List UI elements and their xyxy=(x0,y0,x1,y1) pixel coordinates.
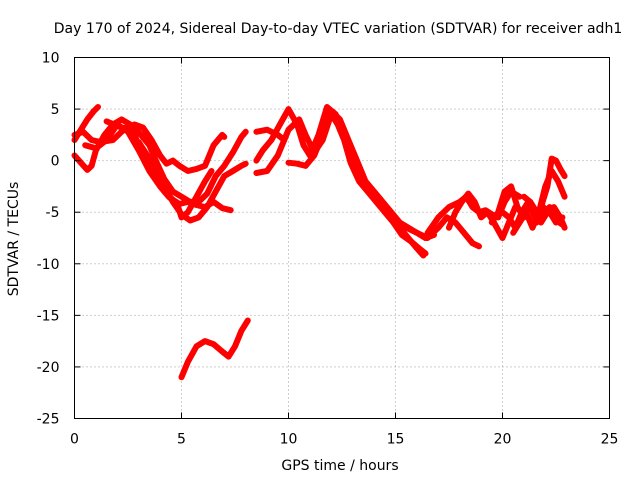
x-tick-label: 25 xyxy=(601,432,619,448)
x-tick-labels: 0 5 10 15 20 25 xyxy=(70,432,618,448)
y-tick-label: 0 xyxy=(51,154,60,170)
series-line-sat-f xyxy=(135,139,249,224)
y-tick-label: -15 xyxy=(37,308,60,324)
series-line-sat-m xyxy=(403,214,482,250)
y-tick-labels: -25 -20 -15 -10 -5 0 5 10 xyxy=(37,51,60,428)
series-line-sat-j xyxy=(285,108,437,241)
series-line-sat-k xyxy=(253,126,288,143)
series-line-sat-n xyxy=(446,190,519,241)
x-axis-label: GPS time / hours xyxy=(281,458,398,474)
plot-frame xyxy=(74,57,610,419)
y-tick-label: 5 xyxy=(51,102,60,118)
x-tick-label: 0 xyxy=(70,432,79,448)
x-tick-label: 5 xyxy=(177,432,186,448)
y-tick-label: 10 xyxy=(42,51,60,67)
y-tick-label: -20 xyxy=(37,360,60,376)
series-line-sat-g xyxy=(178,317,251,381)
x-tick-label: 20 xyxy=(494,432,512,448)
series-line-sat-s xyxy=(520,193,566,228)
chart-title: Day 170 of 2024, Sidereal Day-to-day VTE… xyxy=(54,21,622,37)
data-series xyxy=(71,104,568,381)
x-tick-label: 10 xyxy=(280,432,298,448)
y-tick-label: -10 xyxy=(37,257,60,273)
y-axis-label: SDTVAR / TECUs xyxy=(6,182,22,297)
tick-marks xyxy=(74,57,610,419)
grid-lines xyxy=(74,57,610,419)
y-tick-label: -5 xyxy=(46,205,60,221)
y-tick-label: -25 xyxy=(37,412,60,428)
series-line-sat-e xyxy=(103,118,249,205)
series-line-sat-i xyxy=(253,111,429,257)
series-line-sat-r xyxy=(531,155,568,221)
x-tick-label: 15 xyxy=(387,432,405,448)
